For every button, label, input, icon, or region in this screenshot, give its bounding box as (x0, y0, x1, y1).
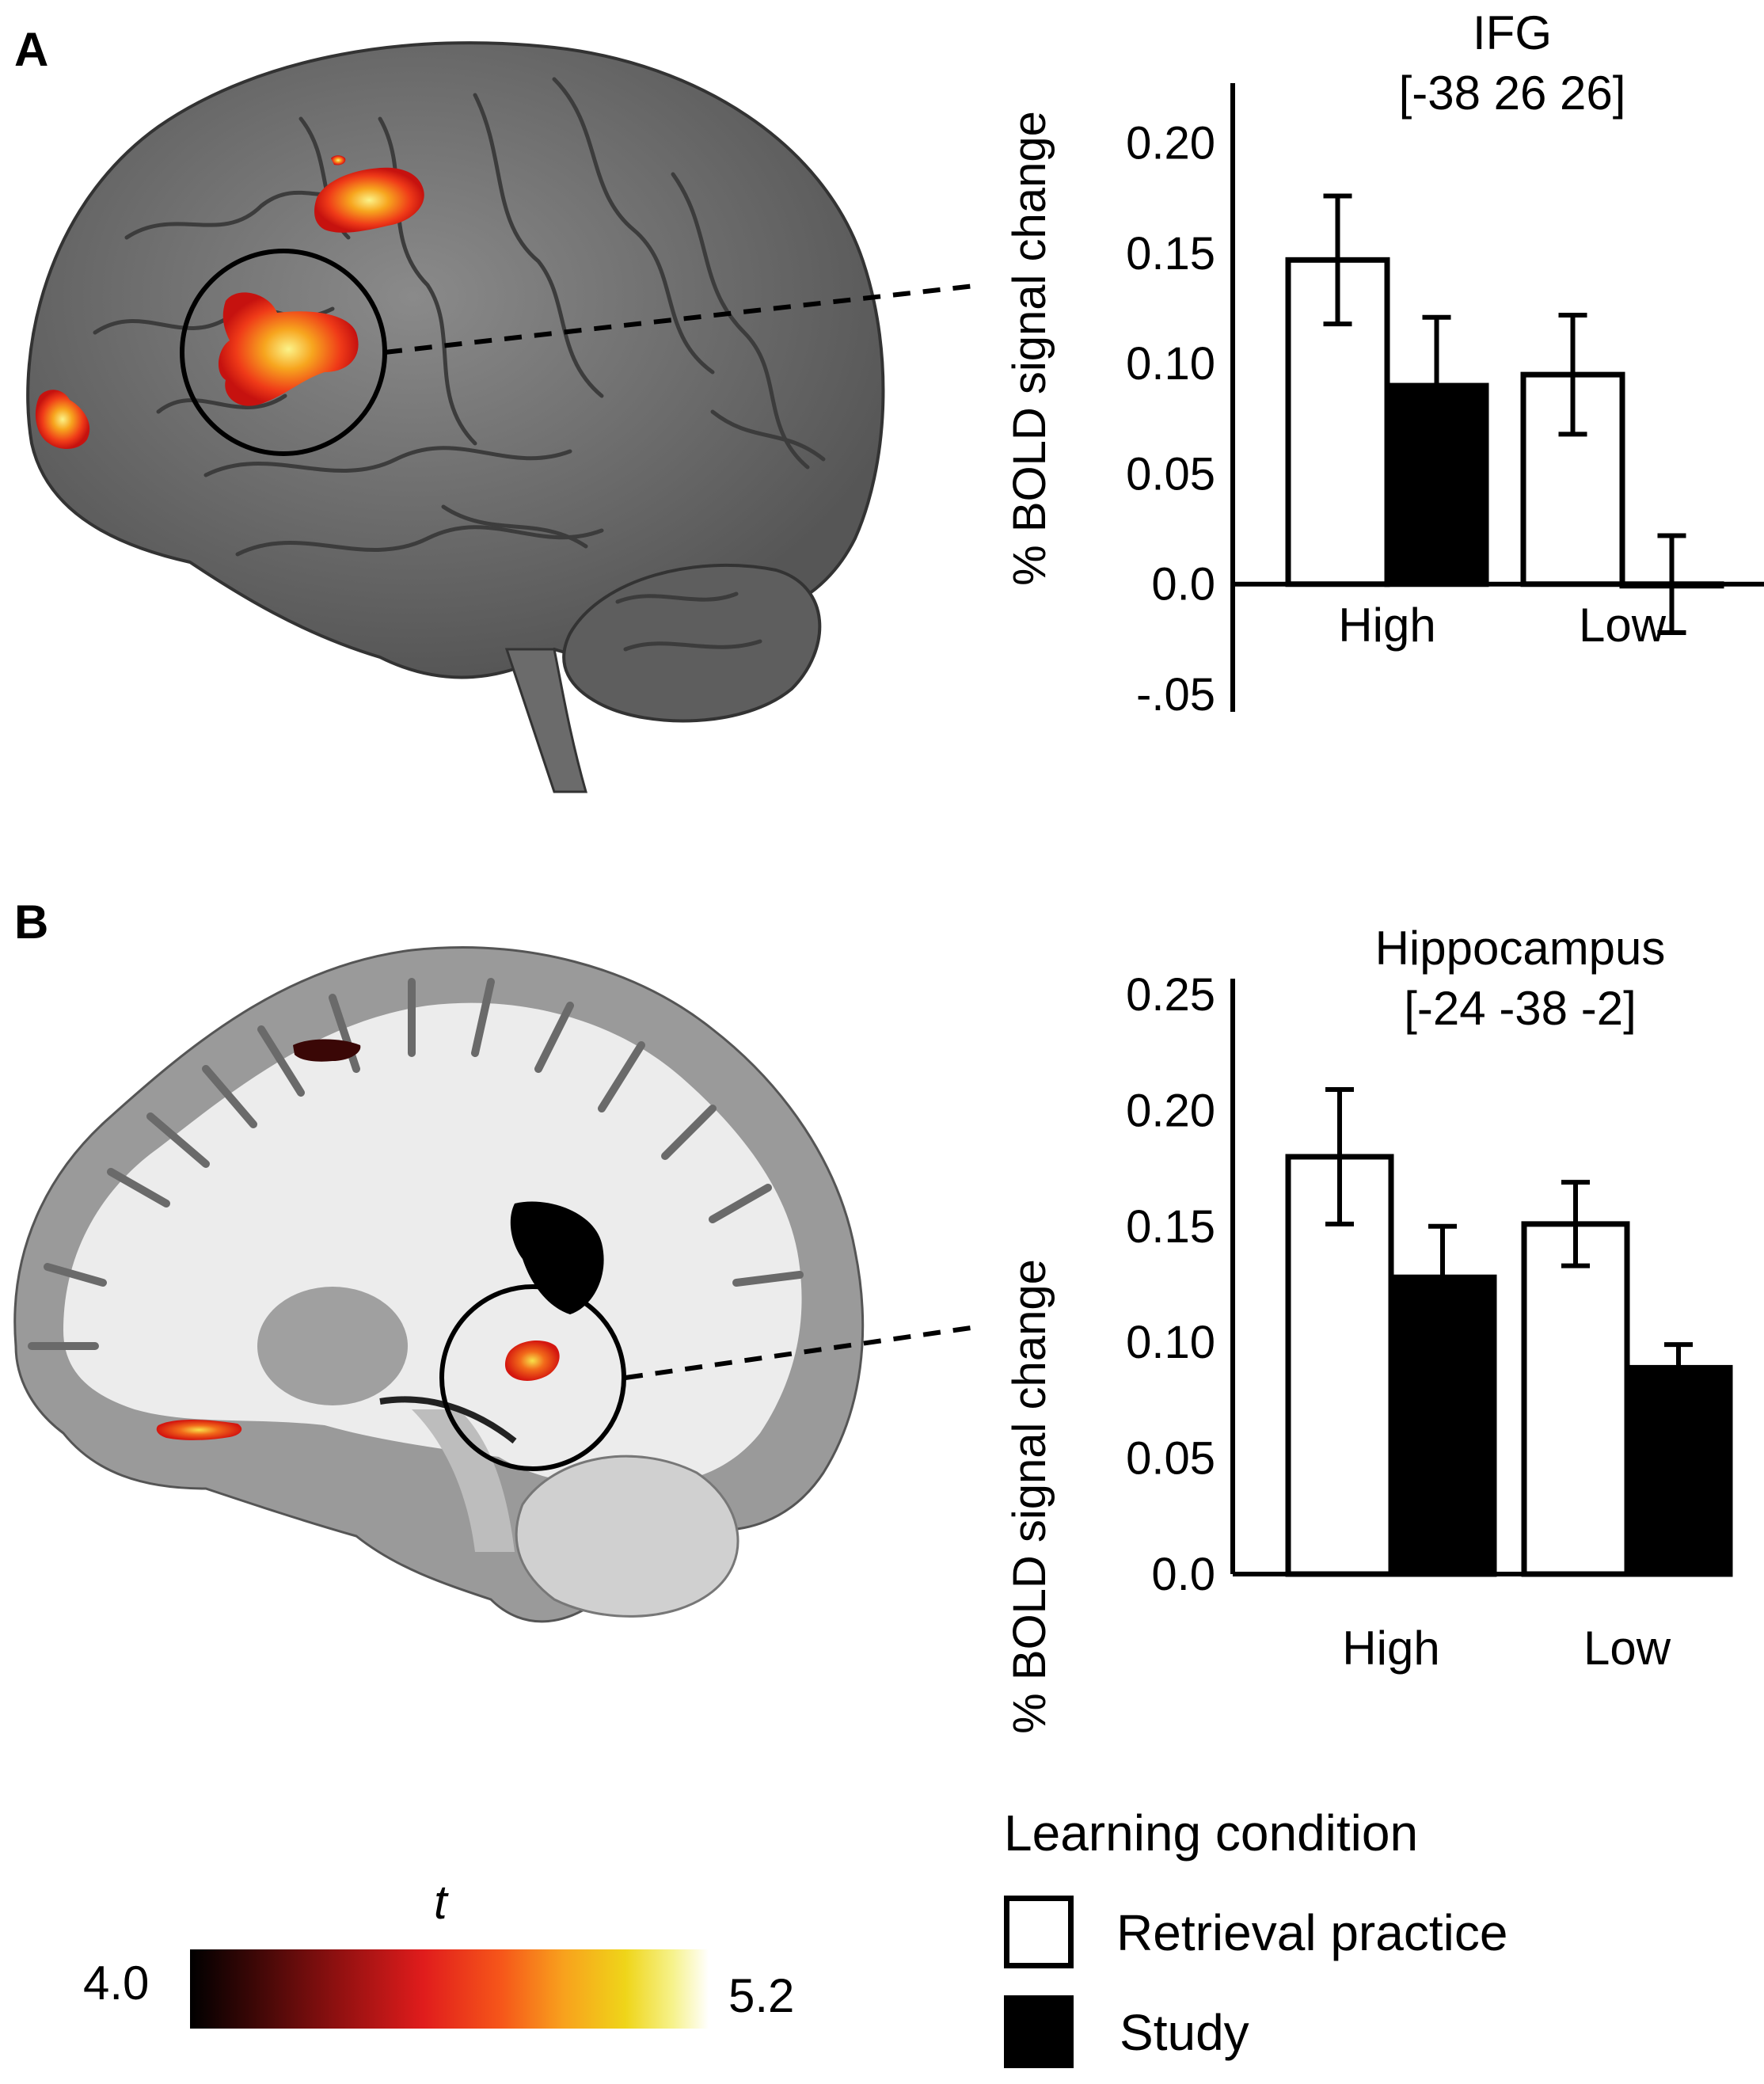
cerebellum-sagittal (515, 1455, 739, 1618)
y-axis-label: % BOLD signal change (1004, 111, 1055, 586)
x-tick-label: High (1342, 1622, 1439, 1675)
y-tick-label: -.05 (1136, 669, 1215, 721)
y-tick-label: 0.10 (1126, 338, 1215, 390)
activation-orbitofrontal (156, 1420, 242, 1440)
y-tick-label: 0.15 (1126, 1201, 1215, 1253)
bar (1521, 1221, 1630, 1577)
ventricle-shape (510, 1201, 604, 1314)
x-tick-label: Low (1579, 599, 1667, 652)
colorbar-min-label: 4.0 (83, 1957, 150, 2010)
y-tick-label: 0.0 (1151, 559, 1215, 610)
y-tick-label: 0.20 (1126, 118, 1215, 169)
y-tick-label: 0.05 (1126, 1433, 1215, 1485)
legend-swatch-study (1004, 1995, 1074, 2068)
panel-b-label: B (14, 896, 49, 949)
y-tick-label: 0.20 (1126, 1085, 1215, 1136)
y-tick-label: 0.15 (1126, 228, 1215, 280)
chart-hippocampus: Hippocampus [-24 -38 -2] % BOLD signal c… (1004, 922, 1733, 1734)
activation-small (331, 155, 346, 165)
sagittal-slice (13, 946, 983, 1623)
activation-ifg (218, 292, 359, 406)
y-axis-label: % BOLD signal change (1004, 1259, 1055, 1734)
colorbar-max-label: 5.2 (728, 1969, 795, 2022)
x-tick-label: High (1338, 599, 1435, 652)
activation-superior (314, 167, 424, 233)
chart-title: IFG (1473, 6, 1552, 59)
chart-subtitle: [-24 -38 -2] (1404, 982, 1636, 1035)
bar (1520, 371, 1625, 588)
legend-title: Learning condition (1004, 1804, 1419, 1862)
activation-hippocampus (504, 1341, 560, 1381)
lateral-brain-render (26, 41, 983, 793)
y-tick-label: 0.10 (1126, 1317, 1215, 1368)
y-tick-label: 0.25 (1126, 969, 1215, 1021)
activation-superior-dark (293, 1039, 361, 1062)
bar (1624, 1364, 1733, 1577)
chart-ifg: IFG [-38 26 26] % BOLD signal change 0.2… (1004, 6, 1764, 721)
y-tick-label: 0.0 (1151, 1549, 1215, 1600)
brainstem-sagittal (412, 1409, 515, 1552)
legend-label-study: Study (1120, 2004, 1249, 2061)
cerebellum-shape (562, 563, 822, 723)
roi-connector-ifg (384, 283, 983, 355)
legend-label-retrieval: Retrieval practice (1116, 1904, 1508, 1961)
legend-swatch-retrieval (1004, 1896, 1074, 1968)
chart-subtitle: [-38 26 26] (1399, 67, 1626, 120)
colorbar (190, 1949, 709, 2029)
brainstem-shape (504, 648, 587, 793)
x-tick-label: Low (1583, 1622, 1671, 1675)
chart-title: Hippocampus (1375, 922, 1666, 975)
roi-circle-hippocampus (439, 1284, 626, 1471)
cerebrum-shape (26, 41, 885, 679)
thalamus-shape (257, 1287, 408, 1405)
panel-a-label: A (14, 23, 49, 76)
activation-occipital (35, 390, 90, 449)
y-tick-label: 0.05 (1126, 448, 1215, 500)
colorbar-title: t (434, 1876, 447, 1929)
